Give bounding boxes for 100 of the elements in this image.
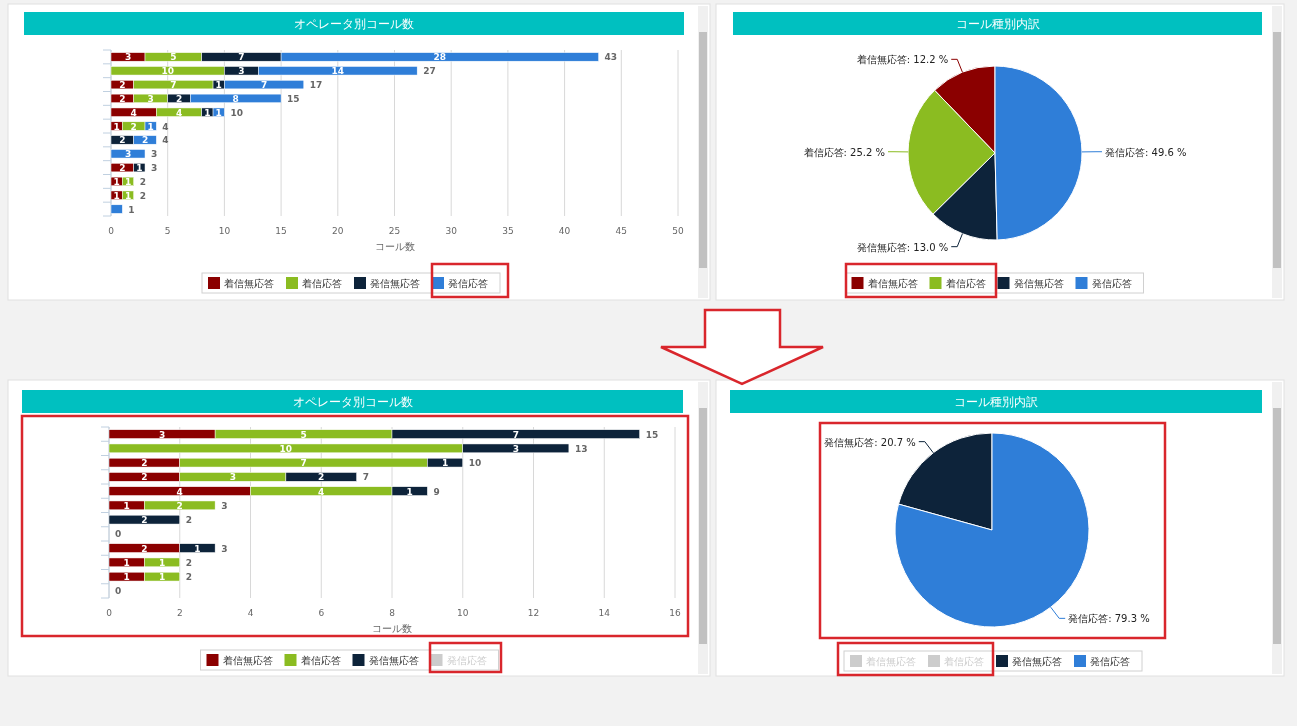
legend-label: 発信無応答: [1013, 278, 1064, 289]
data-label: 1: [441, 458, 449, 469]
data-label: 3: [158, 429, 166, 440]
bar: [110, 204, 123, 214]
data-label: 発信無応答: 13.0 %: [856, 241, 949, 253]
data-label: 2: [130, 121, 137, 132]
x-tick-label: 50: [672, 226, 684, 236]
x-tick-label: 30: [445, 226, 458, 236]
data-label: 1: [194, 543, 201, 554]
total-label: 43: [604, 52, 618, 63]
data-label: 着信無応答: 12.2 %: [856, 54, 949, 66]
data-label: 1: [124, 190, 132, 201]
data-label: 2: [141, 543, 148, 554]
data-label: 2: [119, 93, 126, 104]
data-label: 7: [238, 52, 245, 63]
x-axis-title: コール数: [374, 241, 415, 252]
data-label: 3: [229, 472, 236, 483]
total-label: 2: [185, 557, 193, 568]
data-label: 発信応答: 79.3 %: [1068, 613, 1150, 625]
data-label: 1: [406, 486, 413, 497]
data-label: 1: [215, 80, 222, 91]
total-label: 27: [423, 66, 436, 77]
data-label: 1: [124, 176, 132, 187]
data-label: 5: [300, 429, 307, 440]
x-tick-label: 4: [247, 608, 254, 618]
legend-label: 着信無応答: [867, 278, 918, 289]
total-label: 2: [139, 190, 146, 201]
data-label: 1: [158, 557, 166, 568]
data-label: 1: [158, 572, 166, 583]
total-label: 3: [221, 500, 228, 511]
data-label: 1: [147, 121, 154, 132]
chart-title: コール種別内訳: [954, 395, 1038, 409]
total-label: 9: [433, 486, 440, 497]
total-label: 3: [151, 163, 158, 174]
data-label: 5: [170, 52, 177, 63]
legend-label: 着信応答: [302, 278, 342, 289]
x-tick-label: 10: [218, 226, 231, 236]
legend-label: 発信応答: [448, 278, 488, 289]
data-label: 2: [141, 472, 148, 483]
data-label: 10: [161, 66, 174, 77]
legend-label: 着信応答: [300, 655, 341, 666]
legend-label: 発信無応答: [1012, 656, 1062, 667]
data-label: 4: [176, 486, 183, 497]
total-label: 2: [185, 515, 193, 526]
total-label: 3: [151, 149, 158, 160]
data-label: 4: [130, 107, 137, 118]
legend-label: 発信無応答: [370, 278, 420, 289]
data-label: 4: [175, 107, 183, 118]
x-tick-label: 0: [108, 226, 115, 236]
total-label: 10: [230, 107, 243, 118]
x-tick-label: 14: [598, 608, 611, 618]
total-label: 4: [162, 121, 169, 132]
x-tick-label: 25: [388, 226, 401, 236]
bar: [108, 514, 180, 525]
data-label: 3: [124, 149, 132, 160]
data-label: 2: [318, 472, 325, 483]
total-label: 4: [162, 135, 169, 146]
data-label: 1: [113, 190, 120, 201]
legend-label: 発信応答: [1091, 278, 1132, 289]
data-label: 7: [260, 80, 268, 91]
x-tick-label: 6: [318, 608, 325, 618]
x-tick-label: 35: [502, 226, 514, 236]
x-tick-label: 5: [164, 226, 171, 236]
legend-label: 発信無応答: [368, 655, 419, 666]
data-label: 2: [141, 135, 149, 146]
x-tick-label: 20: [332, 226, 344, 236]
total-label: 10: [468, 458, 482, 469]
legend-label: 発信応答: [1090, 656, 1130, 667]
data-label: 2: [119, 163, 126, 174]
data-label: 発信無応答: 20.7 %: [824, 436, 916, 448]
total-label: 13: [574, 443, 588, 454]
x-axis-title: コール数: [372, 623, 412, 634]
data-label: 10: [279, 443, 293, 454]
data-label: 1: [123, 557, 130, 568]
data-label: 3: [238, 66, 245, 77]
chart-title: コール種別内訳: [955, 17, 1040, 31]
x-tick-label: 45: [615, 226, 628, 236]
data-label: 1: [123, 572, 130, 583]
x-tick-label: 8: [389, 608, 396, 618]
total-label: 2: [185, 572, 193, 583]
legend-label: 着信無応答: [224, 278, 274, 289]
data-label: 1: [204, 107, 211, 118]
data-label: 8: [232, 93, 239, 104]
data-label: 7: [300, 458, 307, 469]
data-label: 4: [318, 486, 325, 497]
data-label: 3: [147, 93, 154, 104]
bar: [110, 149, 146, 159]
data-label: 1: [136, 163, 143, 174]
data-label: 3: [124, 52, 132, 63]
data-label: 1: [123, 500, 130, 511]
x-tick-label: 40: [558, 226, 571, 236]
data-label: 2: [141, 458, 148, 469]
legend-label: 着信無応答: [222, 655, 273, 666]
data-label: 7: [512, 429, 519, 440]
data-label: 28: [433, 52, 447, 63]
data-label: 着信応答: 25.2 %: [803, 146, 886, 158]
data-label: 2: [175, 93, 183, 104]
data-label: 3: [512, 443, 519, 454]
legend-label: 着信応答: [945, 278, 986, 289]
x-tick-label: 15: [275, 226, 287, 236]
